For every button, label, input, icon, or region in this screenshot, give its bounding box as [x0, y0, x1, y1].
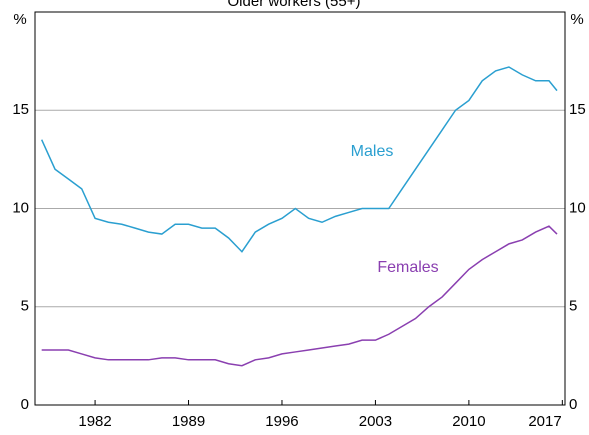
y2-tick-label: 0	[569, 396, 577, 413]
y2-tick-label: 10	[569, 199, 586, 216]
x-tick-label: 1996	[265, 413, 298, 430]
y2-axis-label: %	[570, 11, 583, 28]
plot-frame	[34, 11, 566, 406]
x-tick-label: 2003	[359, 413, 392, 430]
series-label: Females	[377, 259, 438, 276]
y-tick-label: 15	[12, 101, 29, 118]
x-tick-label: 1982	[78, 413, 111, 430]
y-tick-label: 10	[12, 199, 29, 216]
y-axis-label: %	[13, 11, 26, 28]
y-tick-label: 0	[21, 396, 29, 413]
series-line	[40, 66, 558, 253]
x-tick-label: 2010	[452, 413, 485, 430]
y2-tick-label: 15	[569, 101, 586, 118]
series-line	[41, 225, 558, 367]
y-tick-label: 5	[21, 298, 29, 315]
chart-title: Older workers (55+)	[228, 0, 361, 10]
series-label: Males	[351, 143, 394, 160]
x-tick-label: 2017	[528, 413, 561, 430]
x-tick-label: 1989	[172, 413, 205, 430]
y2-tick-label: 5	[569, 298, 577, 315]
